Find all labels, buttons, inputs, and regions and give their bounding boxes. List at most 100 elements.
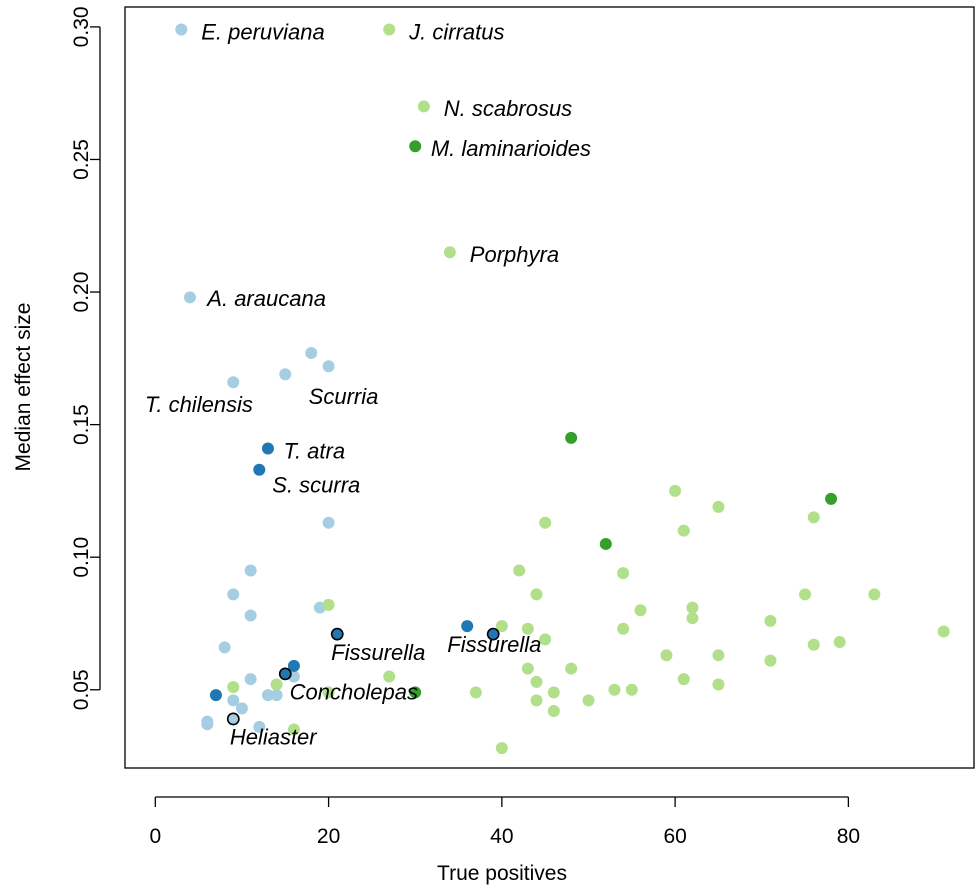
scatter-point [582,694,595,707]
y-tick-label: 0.10 [70,537,93,578]
scatter-point [521,622,534,635]
scatter-point [270,689,283,702]
x-tick-label: 20 [317,825,340,848]
scatter-point [539,516,552,529]
scatter-point [686,612,699,625]
scatter-point [712,500,725,513]
scatter-point [417,100,430,113]
point-annotation: E. peruviana [201,19,325,44]
scatter-point [409,140,422,153]
point-annotation: Concholepas [290,680,418,705]
scatter-point [278,667,292,681]
scatter-point [677,673,690,686]
scatter-point [261,442,274,455]
x-axis: 0 20 40 60 80 [149,796,860,848]
scatter-point [539,633,552,646]
scatter-point [634,604,647,617]
x-tick-label: 80 [837,825,860,848]
point-annotation: Scurria [309,384,379,409]
scatter-point [227,588,240,601]
scatter-point [625,683,638,696]
scatter-point [565,662,578,675]
scatter-point [443,246,456,259]
point-annotation: T. atra [284,438,346,463]
scatter-point [201,718,214,731]
scatter-point [807,511,820,524]
scatter-point [513,564,526,577]
y-tick-label: 0.05 [70,669,93,710]
scatter-point [261,689,274,702]
scatter-point [495,742,508,755]
scatter-point [565,431,578,444]
y-tick-label: 0.30 [70,6,93,47]
points-layer [175,23,950,755]
scatter-point [617,622,630,635]
scatter-point [383,23,396,36]
scatter-point [547,704,560,717]
scatter-point [287,659,300,672]
scatter-point [218,641,231,654]
annotations-layer: E. peruviana J. cirratus N. scabrosus M. la… [145,19,591,749]
x-tick-label: 60 [663,825,686,848]
point-annotation: Heliaster [230,725,318,750]
scatter-point [330,627,344,641]
scatter-point [175,23,188,36]
scatter-point [764,614,777,627]
scatter-point [253,463,266,476]
scatter-point [209,689,222,702]
x-tick-label: 0 [149,825,161,848]
y-tick-label: 0.15 [70,404,93,445]
scatter-point [807,638,820,651]
scatter-point [495,620,508,633]
point-annotation: Fissurella [331,640,425,665]
scatter-point [712,678,725,691]
scatter-point [530,588,543,601]
scatter-point [227,694,240,707]
scatter-point [833,636,846,649]
scatter-point [244,564,257,577]
y-axis: 0.05 0.10 0.15 0.20 0.25 0.30 [70,6,101,710]
scatter-point [235,702,248,715]
point-annotation: Fissurella [447,632,541,657]
scatter-point [287,723,300,736]
scatter-point [409,686,422,699]
scatter-point [617,567,630,580]
scatter-point [937,625,950,638]
scatter-point [764,654,777,667]
scatter-point [183,291,196,304]
scatter-point [322,516,335,529]
scatter-point [530,675,543,688]
x-tick-label: 40 [490,825,513,848]
scatter-point [383,670,396,683]
scatter-point [608,683,621,696]
scatter-point [322,360,335,373]
scatter-point [677,524,690,537]
scatter-point [799,588,812,601]
scatter-point [279,368,292,381]
scatter-point [227,681,240,694]
scatter-point [669,484,682,497]
scatter-point [270,678,283,691]
scatter-point [660,649,673,662]
scatter-point [686,601,699,614]
scatter-point [599,537,612,550]
point-annotation: N. scabrosus [444,96,572,121]
point-annotation: T. chilensis [145,392,253,417]
y-axis-title: Median effect size [12,303,35,472]
scatter-point [244,673,257,686]
scatter-point [322,686,335,699]
point-annotation: S. scurra [272,473,360,498]
scatter-point [226,712,240,726]
point-annotation: Porphyra [470,242,559,267]
scatter-point [547,686,560,699]
scatter-point [469,686,482,699]
scatter-point [244,609,257,622]
x-axis-title: True positives [437,862,567,885]
point-annotation: M. laminarioides [431,136,591,161]
y-tick-label: 0.20 [70,272,93,313]
plot-frame [124,6,975,769]
y-tick-label: 0.25 [70,139,93,180]
scatter-point [868,588,881,601]
point-annotation: A. araucana [205,286,326,311]
